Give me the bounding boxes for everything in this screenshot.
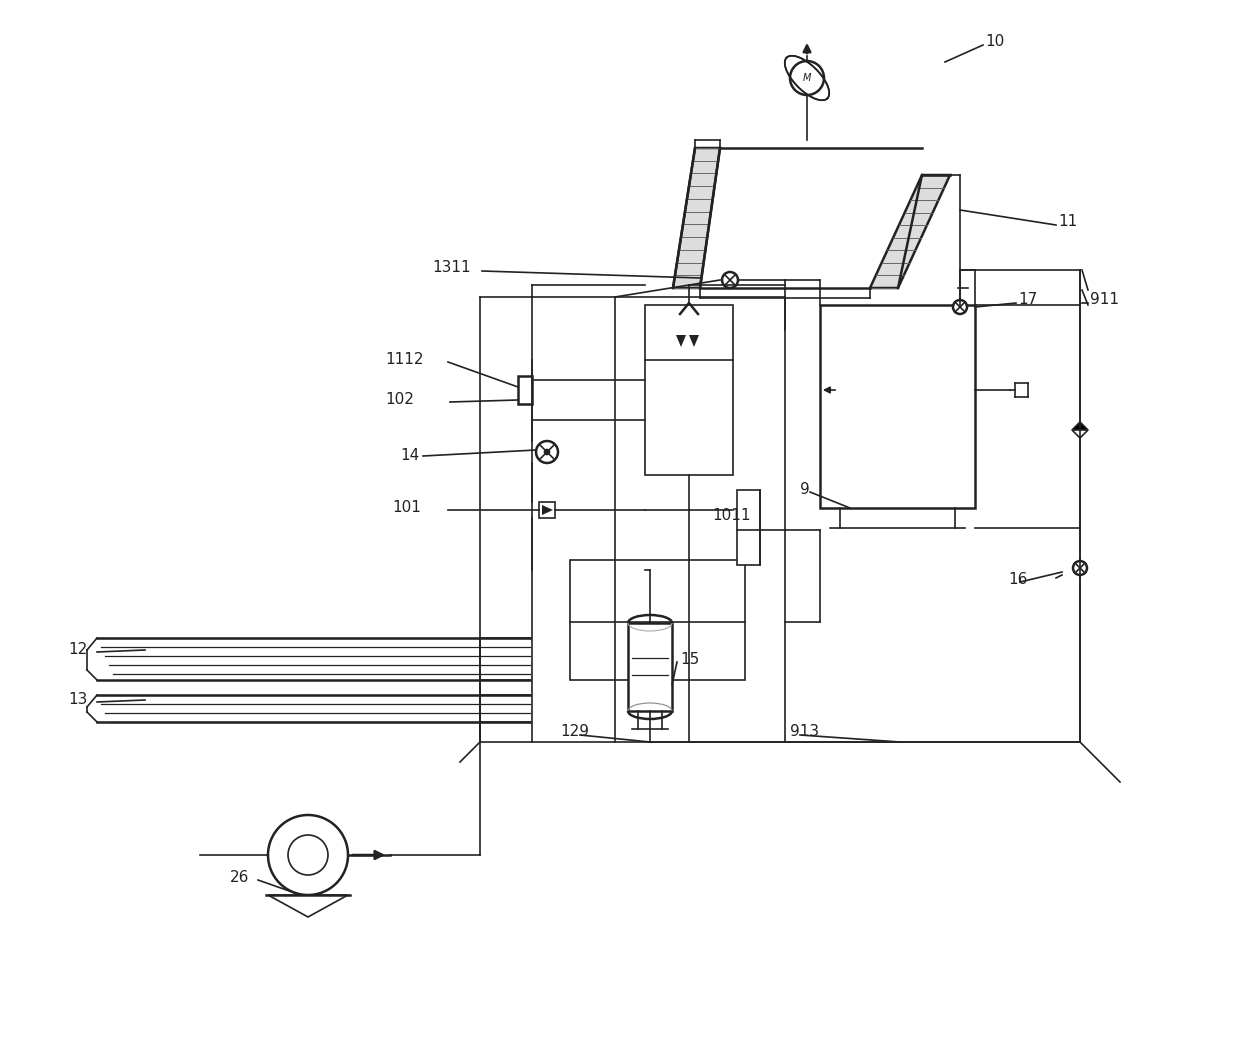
Circle shape: [288, 836, 329, 875]
Text: 102: 102: [384, 393, 414, 407]
Text: M: M: [802, 73, 811, 83]
Polygon shape: [542, 505, 553, 515]
Bar: [518, 376, 532, 404]
Circle shape: [790, 61, 825, 95]
Polygon shape: [1073, 422, 1087, 430]
Bar: [570, 560, 745, 680]
Polygon shape: [676, 335, 686, 347]
Circle shape: [954, 300, 967, 314]
Bar: [820, 305, 975, 508]
Text: 101: 101: [392, 500, 420, 515]
Text: 913: 913: [790, 725, 820, 739]
Polygon shape: [689, 335, 699, 347]
Circle shape: [268, 815, 348, 895]
Text: 26: 26: [229, 870, 249, 886]
Circle shape: [544, 449, 551, 455]
Bar: [645, 305, 733, 475]
Text: 13: 13: [68, 692, 87, 708]
Text: 15: 15: [680, 652, 699, 668]
Bar: [539, 502, 556, 518]
Text: 1112: 1112: [384, 353, 424, 367]
Text: 1311: 1311: [432, 261, 471, 275]
Polygon shape: [870, 175, 950, 288]
Circle shape: [536, 441, 558, 463]
Text: 17: 17: [1018, 292, 1037, 308]
Polygon shape: [1073, 430, 1087, 438]
Bar: [737, 490, 760, 565]
Text: 12: 12: [68, 643, 87, 658]
Text: 14: 14: [401, 447, 419, 463]
Circle shape: [722, 272, 738, 288]
Bar: [627, 623, 672, 711]
Polygon shape: [673, 148, 720, 288]
Text: 9: 9: [800, 483, 810, 497]
Text: 1011: 1011: [712, 508, 750, 522]
Text: 10: 10: [985, 35, 1004, 49]
Text: 16: 16: [1008, 573, 1028, 587]
Text: 11: 11: [1058, 215, 1078, 229]
Text: 911: 911: [1090, 292, 1118, 308]
Polygon shape: [268, 895, 348, 917]
Circle shape: [1073, 561, 1087, 575]
Text: 129: 129: [560, 725, 589, 739]
